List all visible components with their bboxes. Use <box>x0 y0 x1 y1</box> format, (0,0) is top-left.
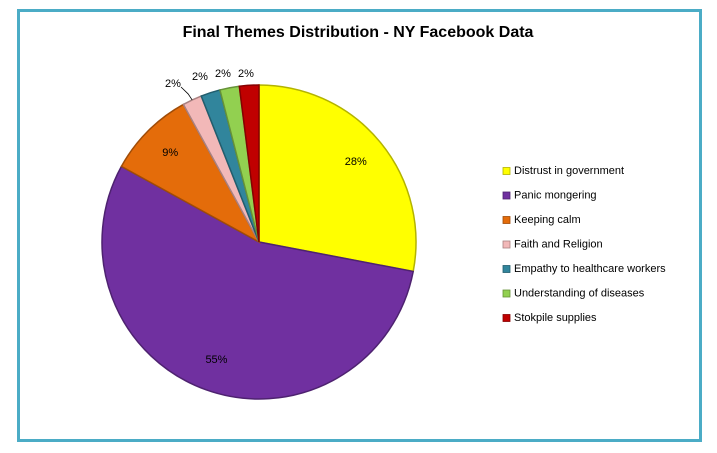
legend-swatch <box>502 216 511 224</box>
data-label: 2% <box>215 68 231 80</box>
legend-label: Panic mongering <box>514 189 597 201</box>
legend-label: Stokpile supplies <box>514 312 597 324</box>
legend-label: Faith and Religion <box>514 238 603 250</box>
pie-slice <box>238 84 260 243</box>
legend-label: Distrust in government <box>514 165 624 177</box>
legend-swatch <box>502 314 511 322</box>
legend-swatch <box>502 289 511 298</box>
legend-swatch <box>502 167 511 175</box>
data-label: 55% <box>205 354 227 366</box>
pie: 28% 55% 9% 2% 2% 2% 2% <box>101 68 417 400</box>
data-label: 2% <box>238 68 254 80</box>
data-label: 9% <box>162 147 178 159</box>
pie-slice <box>101 165 415 400</box>
legend-swatch <box>502 265 511 273</box>
data-label: 2% <box>192 71 208 83</box>
pie-slice <box>258 84 417 273</box>
data-label: 2% <box>165 78 181 90</box>
leader-line <box>180 86 193 101</box>
legend-label: Keeping calm <box>514 214 581 226</box>
legend: Distrust in government Panic mongering Kee… <box>502 165 666 324</box>
data-label: 28% <box>345 156 367 168</box>
legend-swatch <box>502 240 511 249</box>
pie-slice <box>120 103 261 244</box>
legend-swatch <box>502 191 511 200</box>
legend-label: Empathy to healthcare workers <box>514 263 666 275</box>
legend-label: Understanding of diseases <box>514 287 645 299</box>
chart-title: Final Themes Distribution - NY Facebook … <box>183 24 534 41</box>
